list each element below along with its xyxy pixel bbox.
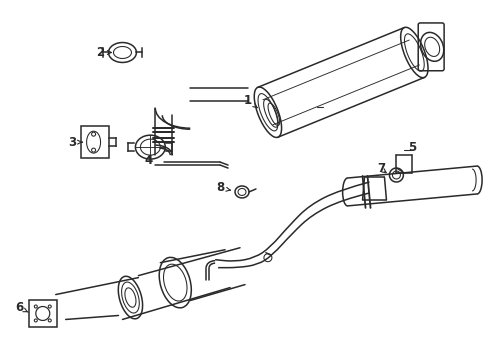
Text: 3: 3 <box>69 136 82 149</box>
Text: 8: 8 <box>216 181 230 194</box>
Text: 7: 7 <box>377 162 386 175</box>
Bar <box>29 300 57 328</box>
Text: 5: 5 <box>408 141 416 154</box>
Bar <box>81 126 108 158</box>
Text: 2: 2 <box>97 46 111 59</box>
Text: 4: 4 <box>144 154 152 167</box>
Text: 6: 6 <box>15 301 28 314</box>
Text: 1: 1 <box>244 94 257 108</box>
